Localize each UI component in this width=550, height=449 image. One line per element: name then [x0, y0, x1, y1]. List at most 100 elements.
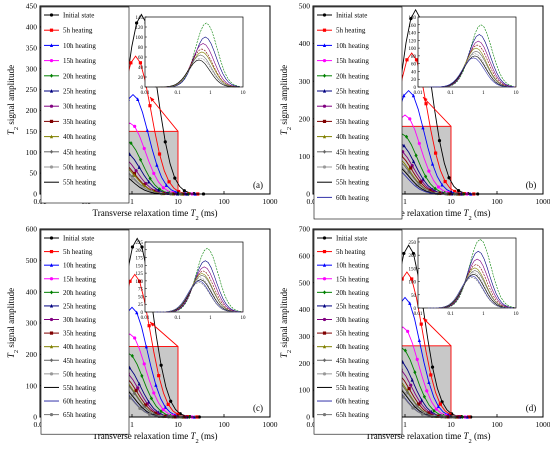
inset-frame — [417, 16, 517, 88]
data-point — [164, 183, 169, 187]
data-point — [167, 180, 171, 184]
inset-y-tick-label: 20 — [411, 78, 417, 83]
y-tick-label: 200 — [26, 106, 38, 115]
y-tick-label: 200 — [299, 359, 311, 368]
data-point — [147, 324, 151, 328]
inset-y-tick-label: 140 — [136, 16, 144, 21]
data-point — [429, 373, 433, 377]
y-tick-label: 0 — [33, 413, 37, 422]
data-point — [163, 140, 167, 144]
data-point — [182, 189, 186, 193]
y-tick-label: 500 — [26, 256, 38, 265]
data-point — [420, 412, 425, 416]
data-point — [144, 403, 148, 407]
legend-entry: 30h heating — [63, 316, 96, 324]
inset-y-tick-label: 125 — [136, 272, 144, 277]
data-point — [408, 301, 412, 305]
data-point — [411, 93, 416, 98]
legend-entry: 45h heating — [336, 357, 369, 365]
data-point — [157, 152, 162, 156]
y-axis-label: T2 signal amplitude — [6, 65, 20, 135]
legend-marker — [322, 28, 327, 32]
legend-entry: 15h heating — [63, 275, 96, 283]
legend-marker — [49, 263, 54, 267]
legend-marker — [322, 119, 327, 123]
data-point — [401, 395, 405, 399]
y-tick-label: 350 — [26, 43, 38, 52]
plot-frame — [39, 5, 271, 195]
data-point — [418, 180, 422, 184]
x-tick-label: 0.01 — [306, 197, 319, 206]
x-tick-label: 1 — [130, 420, 134, 429]
inset-y-tick-label: 100 — [409, 47, 417, 52]
legend: Initial state 5h heating 10h heating 15h he… — [40, 6, 130, 204]
data-point — [403, 348, 407, 353]
legend-entry: 50h heating — [336, 164, 369, 172]
x-tick-label: 1000 — [263, 420, 278, 429]
legend-marker — [322, 317, 327, 322]
data-point — [411, 251, 416, 256]
inset-chart: 0 50 100 150 200 250 0.01 0.1 1 10 — [409, 237, 519, 317]
legend: Initial state 5h heating 10h heating 15h he… — [313, 6, 403, 220]
data-point — [137, 279, 142, 283]
legend-entry: 45h heating — [63, 148, 96, 156]
legend-marker — [49, 89, 54, 93]
legend-box — [40, 229, 130, 435]
legend-marker — [49, 317, 54, 322]
data-point — [410, 277, 414, 281]
data-point — [409, 383, 413, 387]
legend-entry: 45h heating — [336, 148, 369, 156]
inset-frame — [144, 241, 244, 313]
legend-marker — [322, 303, 327, 308]
data-point — [420, 398, 424, 402]
legend-entry: 15h heating — [63, 57, 96, 65]
legend-entry: 25h heating — [336, 88, 369, 96]
y-tick-label: 600 — [299, 251, 311, 260]
legend-marker — [49, 134, 54, 139]
data-point — [169, 399, 173, 403]
plot-frame — [312, 5, 544, 195]
inset-x-tick-label: 1 — [482, 91, 485, 96]
y-tick-label: 200 — [26, 350, 38, 359]
inset-y-tick-label: 200 — [409, 254, 417, 259]
inset-y-tick-label: 20 — [138, 76, 144, 81]
inset-x-tick-label: 0.01 — [414, 312, 423, 317]
data-point — [128, 396, 132, 400]
data-point — [438, 402, 442, 406]
x-tick-label: 0.01 — [33, 420, 46, 429]
inset-y-tick-label: 100 — [136, 280, 144, 285]
data-point — [161, 186, 165, 190]
chart-panel-b: 01002003004005000.010.11101001000Transve… — [279, 2, 550, 222]
plot-frame — [312, 228, 544, 418]
y-tick-label: 100 — [26, 148, 38, 157]
inset-x-tick-label: 10 — [241, 91, 247, 96]
legend-marker — [49, 59, 54, 63]
data-point — [413, 370, 417, 375]
legend-box — [313, 6, 403, 220]
legend-marker — [322, 358, 327, 363]
legend-entry: 15h heating — [336, 275, 369, 283]
inset-y-tick-label: 100 — [409, 281, 417, 286]
legend-entry: Initial state — [336, 235, 367, 243]
data-point — [424, 102, 428, 106]
y-tick-label: 200 — [299, 114, 311, 123]
data-point — [409, 17, 413, 21]
data-point — [145, 128, 149, 132]
data-point — [402, 251, 406, 256]
data-point — [159, 409, 163, 414]
inset-chart: 0 20 40 60 80 100 120 140 0.01 0.1 1 10 — [136, 16, 247, 96]
y-tick-label: 450 — [26, 2, 38, 11]
data-point — [410, 378, 414, 382]
data-point — [437, 138, 442, 143]
data-point — [148, 104, 152, 108]
x-tick-label: 10 — [447, 420, 455, 429]
legend-entry: 60h heating — [63, 398, 96, 406]
inset-y-tick-label: 160 — [409, 24, 417, 29]
y-tick-label: 400 — [26, 22, 38, 31]
x-tick-label: 1 — [403, 197, 407, 206]
x-axis-label: Transverse relaxation time T2 (ms) — [93, 431, 218, 445]
data-point — [432, 408, 436, 413]
inset-series-line — [433, 258, 516, 309]
panel-label: (b) — [526, 180, 537, 190]
